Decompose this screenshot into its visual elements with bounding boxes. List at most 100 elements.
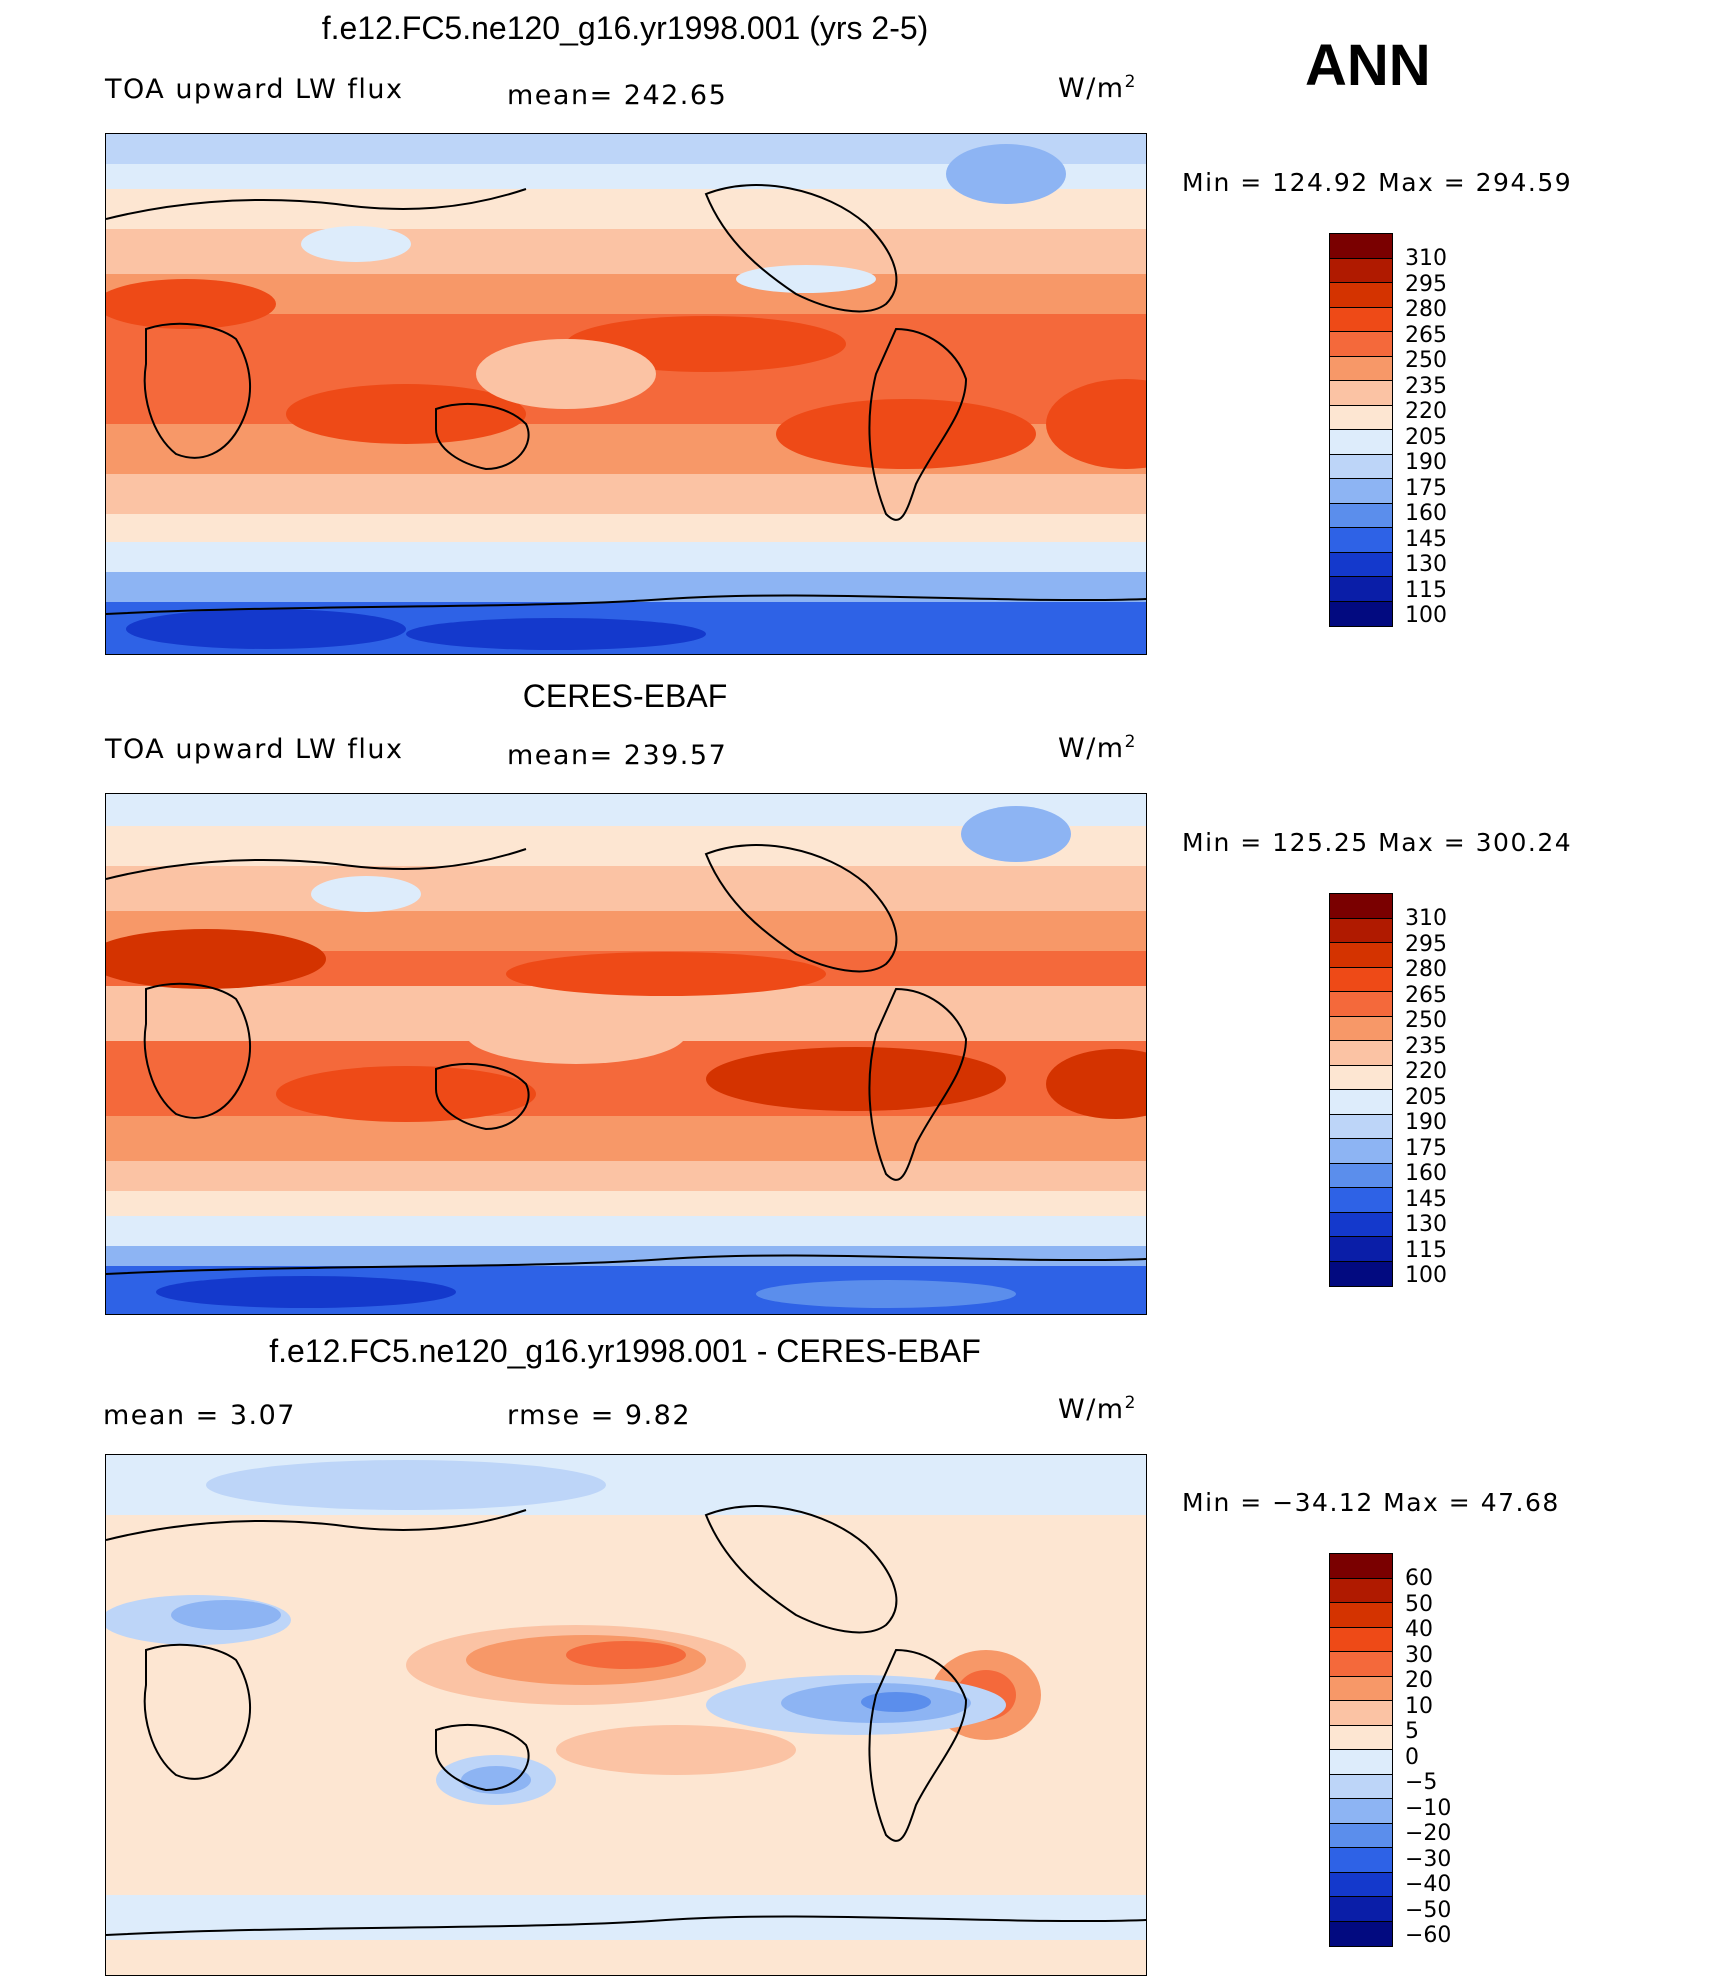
colorbar-tick-label: 190 xyxy=(1405,1110,1447,1135)
colorbar-tick-label: 295 xyxy=(1405,271,1447,297)
colorbar-tick-label: −30 xyxy=(1405,1846,1452,1872)
colorbar-box xyxy=(1330,1921,1392,1946)
panel2-mean-label: mean= 239.57 xyxy=(507,740,728,771)
colorbar-tick-label: 145 xyxy=(1405,526,1447,552)
colorbar-tick-label: 20 xyxy=(1405,1668,1433,1693)
colorbar-box xyxy=(1330,992,1392,1017)
colorbar-box xyxy=(1330,1139,1392,1164)
panel1-variable-label: TOA upward LW flux xyxy=(105,74,404,105)
colorbar-box xyxy=(1330,283,1392,308)
colorbar-box xyxy=(1330,381,1392,406)
colorbar-box xyxy=(1330,1701,1392,1726)
colorbar-box xyxy=(1330,1872,1392,1897)
colorbar-tick-label: 60 xyxy=(1405,1566,1433,1591)
diff-map xyxy=(105,1454,1147,1976)
panel2-variable-label: TOA upward LW flux xyxy=(105,734,404,765)
colorbar-box xyxy=(1330,1114,1392,1139)
panel1-mean-label: mean= 242.65 xyxy=(507,80,728,111)
colorbar-box xyxy=(1330,528,1392,553)
colorbar-box xyxy=(1330,356,1392,381)
panel1-minmax: Min = 124.92 Max = 294.59 xyxy=(1182,168,1573,197)
colorbar-tick-label: 100 xyxy=(1405,1263,1447,1288)
model-map-plot xyxy=(106,134,1146,654)
colorbar-tick-label: 40 xyxy=(1405,1617,1433,1642)
panel3-mean-label: mean = 3.07 xyxy=(103,1400,296,1431)
colorbar-tick-label: −10 xyxy=(1405,1795,1452,1821)
panel2-colorbar-ticks: 310 295 280 265 250 235 220 205 190 175 160 145 130 1… xyxy=(1405,906,1447,1289)
panel2-units: W/m2 xyxy=(1058,732,1137,764)
colorbar-box xyxy=(1330,1188,1392,1213)
colorbar-box xyxy=(1330,479,1392,504)
colorbar-tick-label: 10 xyxy=(1405,1693,1433,1719)
panel1-colorbar xyxy=(1329,233,1393,627)
colorbar-box xyxy=(1330,967,1392,992)
diff-map-plot xyxy=(106,1455,1146,1975)
panel1-title: f.e12.FC5.ne120_g16.yr1998.001 (yrs 2-5) xyxy=(321,10,929,46)
colorbar-tick-label: −20 xyxy=(1405,1821,1452,1846)
colorbar-tick-label: 50 xyxy=(1405,1591,1433,1617)
colorbar-tick-label: 235 xyxy=(1405,1033,1447,1059)
model-map xyxy=(105,133,1147,655)
panel3-units: W/m2 xyxy=(1058,1393,1137,1425)
colorbar-tick-label: 30 xyxy=(1405,1642,1433,1668)
colorbar-tick-label: 310 xyxy=(1405,246,1447,271)
colorbar-tick-label: 205 xyxy=(1405,424,1447,450)
colorbar-tick-label: 280 xyxy=(1405,297,1447,322)
colorbar-tick-label: 115 xyxy=(1405,577,1447,603)
colorbar-tick-label: −5 xyxy=(1405,1770,1438,1795)
colorbar-box xyxy=(1330,1578,1392,1603)
colorbar-box xyxy=(1330,1163,1392,1188)
colorbar-box xyxy=(1330,1652,1392,1677)
panel1-colorbar-ticks: 310 295 280 265 250 235 220 205 190 175 160 145 130 1… xyxy=(1405,246,1447,629)
colorbar-tick-label: 130 xyxy=(1405,1212,1447,1237)
colorbar-box xyxy=(1330,1799,1392,1824)
colorbar-box xyxy=(1330,454,1392,479)
colorbar-tick-label: 5 xyxy=(1405,1719,1419,1744)
colorbar-tick-label: −60 xyxy=(1405,1923,1452,1948)
colorbar-box xyxy=(1330,1016,1392,1041)
colorbar-box xyxy=(1330,1065,1392,1090)
colorbar-box xyxy=(1330,1261,1392,1286)
colorbar-box xyxy=(1330,258,1392,283)
colorbar-tick-label: 265 xyxy=(1405,322,1447,348)
colorbar-box xyxy=(1330,601,1392,626)
colorbar-box xyxy=(1330,1750,1392,1775)
panel2-minmax: Min = 125.25 Max = 300.24 xyxy=(1182,828,1573,857)
colorbar-box xyxy=(1330,1627,1392,1652)
panel3-rmse-label: rmse = 9.82 xyxy=(507,1400,692,1431)
colorbar-box xyxy=(1330,552,1392,577)
colorbar-box xyxy=(1330,430,1392,455)
colorbar-box xyxy=(1330,1774,1392,1799)
colorbar-tick-label: 160 xyxy=(1405,1161,1447,1186)
colorbar-tick-label: 190 xyxy=(1405,450,1447,475)
panel2-colorbar xyxy=(1329,893,1393,1287)
colorbar-tick-label: 0 xyxy=(1405,1744,1419,1770)
colorbar-tick-label: 160 xyxy=(1405,501,1447,526)
colorbar-box xyxy=(1330,1823,1392,1848)
colorbar-box xyxy=(1330,1676,1392,1701)
colorbar-box xyxy=(1330,918,1392,943)
colorbar-tick-label: 295 xyxy=(1405,931,1447,957)
colorbar-box xyxy=(1330,234,1392,259)
colorbar-box xyxy=(1330,1237,1392,1262)
colorbar-tick-label: 220 xyxy=(1405,1059,1447,1084)
colorbar-box xyxy=(1330,1897,1392,1922)
colorbar-tick-label: 115 xyxy=(1405,1237,1447,1263)
colorbar-tick-label: 130 xyxy=(1405,552,1447,577)
colorbar-box xyxy=(1330,1848,1392,1873)
colorbar-box xyxy=(1330,894,1392,919)
colorbar-tick-label: 310 xyxy=(1405,906,1447,931)
obs-map xyxy=(105,793,1147,1315)
colorbar-box xyxy=(1330,1212,1392,1237)
colorbar-tick-label: −50 xyxy=(1405,1897,1452,1923)
colorbar-box xyxy=(1330,1090,1392,1115)
panel3-colorbar-ticks: 60 50 40 30 20 10 5 0 −5 −10 −20 −30 −40 −50 −60 xyxy=(1405,1566,1451,1949)
panel1-units: W/m2 xyxy=(1058,72,1137,104)
colorbar-box xyxy=(1330,943,1392,968)
panel3-colorbar xyxy=(1329,1553,1393,1947)
colorbar-tick-label: 175 xyxy=(1405,1135,1447,1161)
colorbar-box xyxy=(1330,332,1392,357)
colorbar-tick-label: 280 xyxy=(1405,957,1447,982)
colorbar-tick-label: 205 xyxy=(1405,1084,1447,1110)
colorbar-tick-label: 250 xyxy=(1405,348,1447,373)
